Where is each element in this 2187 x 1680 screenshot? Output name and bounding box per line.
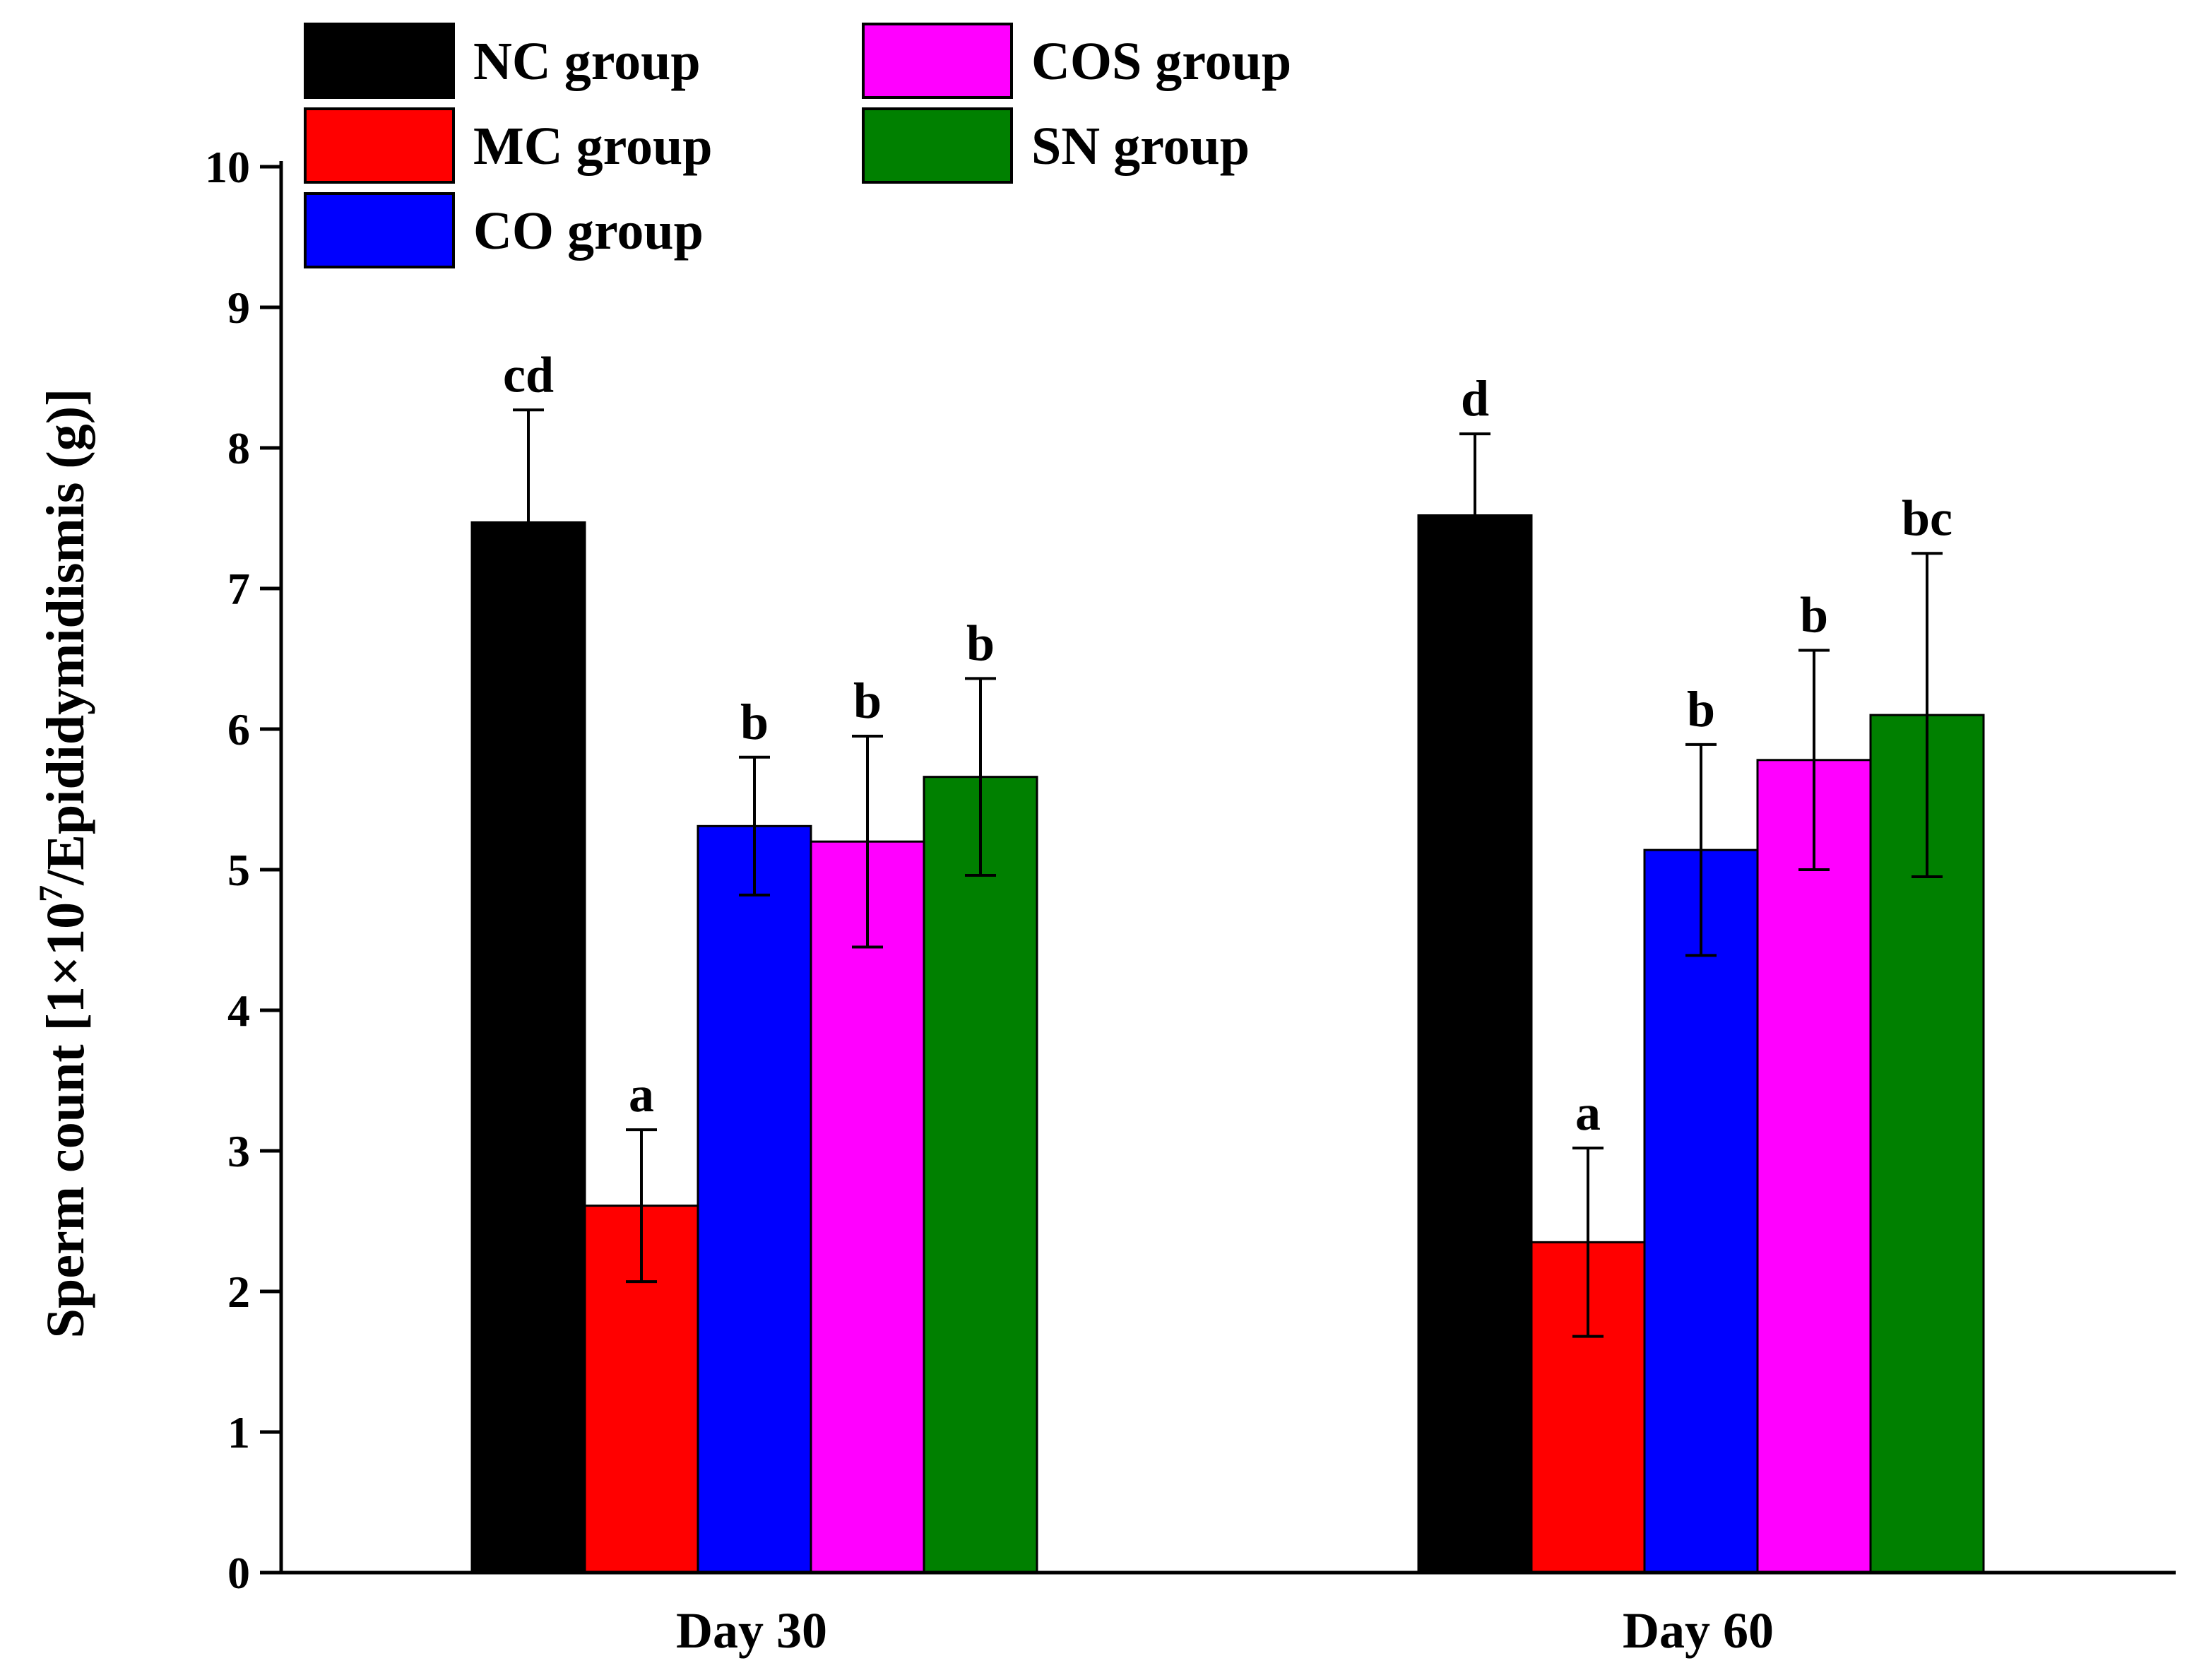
x-category-label: Day 60 [1623,1602,1774,1659]
significance-label: a [1575,1084,1601,1141]
y-tick-label: 6 [227,704,250,755]
significance-label: a [629,1066,654,1123]
legend-swatch-mc-group [304,107,455,184]
bar-nc-group-day-30 [470,521,586,1574]
legend-label: SN group [1031,117,1250,176]
significance-label: bc [1902,490,1952,546]
significance-label: cd [503,346,554,403]
y-tick-label: 10 [205,142,250,192]
bar-co-group-day-60 [1643,848,1759,1574]
bar-cos-group-day-60 [1756,759,1872,1574]
significance-label: b [853,673,882,729]
y-tick-label: 8 [227,423,250,473]
legend-swatch-cos-group [862,23,1013,99]
significance-label: d [1461,370,1489,427]
y-ticks: 0 1 2 3 4 5 6 7 8 9 10 [205,142,281,1598]
legend: NC group MC group CO group COS group SN grou… [304,23,1291,268]
legend-swatch-co-group [304,192,455,268]
bar-cos-group-day-30 [810,840,925,1574]
x-category-label: Day 30 [676,1602,827,1659]
axes [279,161,2176,1575]
y-axis-label: Sperm count [1×107/Epididymidismis (g)] [32,389,95,1339]
legend-label: MC group [473,117,713,176]
significance-label: b [966,615,995,671]
legend-label: NC group [473,32,701,91]
y-tick-label: 1 [227,1407,250,1457]
y-tick-label: 9 [227,283,250,333]
legend-swatch-nc-group [304,23,455,99]
y-tick-label: 0 [227,1548,250,1598]
y-axis-label-suffix: /Epididymidismis (g)] [36,389,95,886]
significance-labels-layer: cd a b b b d a b b bc [503,346,1952,1141]
legend-label: CO group [473,201,704,261]
y-axis-label-prefix: Sperm count [1×10 [36,902,95,1339]
bar-nc-group-day-60 [1417,514,1533,1574]
legend-label: COS group [1031,32,1291,91]
y-axis-label-superscript: 7 [32,885,70,902]
y-tick-label: 3 [227,1126,250,1176]
legend-swatch-sn-group [862,107,1013,184]
significance-label: b [1687,681,1715,738]
x-category-labels: Day 30 Day 60 [676,1602,1774,1659]
y-tick-label: 5 [227,845,250,895]
bar-co-group-day-30 [697,824,812,1574]
y-tick-label: 4 [227,986,250,1036]
bars-layer [470,514,1985,1574]
significance-label: b [1800,587,1828,644]
bar-sn-group-day-30 [923,776,1038,1574]
significance-label: b [740,694,769,750]
error-bars-layer [513,408,1943,1338]
y-tick-label: 7 [227,564,250,614]
y-tick-label: 2 [227,1267,250,1317]
